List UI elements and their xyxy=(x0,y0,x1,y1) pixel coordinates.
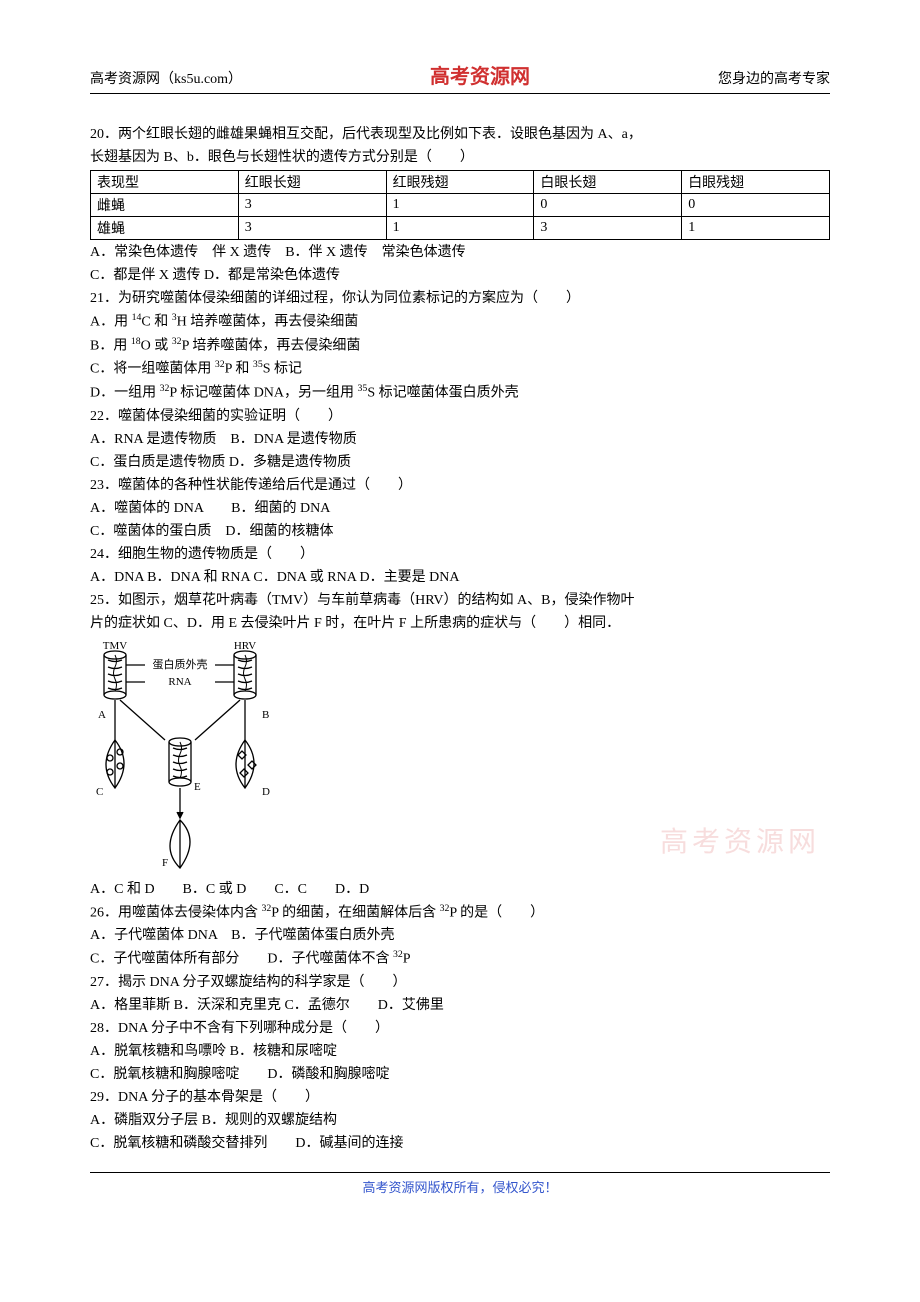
watermark-text: 高考资源网 xyxy=(660,820,820,860)
table-cell: 雌蝇 xyxy=(91,194,239,217)
svg-text:B: B xyxy=(262,709,269,721)
q28-stem: 28．DNA 分子中不含有下列哪种成分是（ ） xyxy=(90,1018,830,1039)
virus-diagram: TMV HRV 蛋白质外壳 RNA A B C D E F xyxy=(90,640,290,870)
q20-opt-ab: A．常染色体遗传 伴 X 遗传 B．伴 X 遗传 常染色体遗传 xyxy=(90,242,830,263)
table-cell: 3 xyxy=(238,217,386,240)
q21-stem: 21．为研究噬菌体侵染细菌的详细过程，你认为同位素标记的方案应为（ ） xyxy=(90,288,830,309)
q25-opts: A．C 和 D B．C 或 D C．C D．D xyxy=(90,879,830,900)
table-header: 白眼长翅 xyxy=(534,171,682,194)
svg-text:C: C xyxy=(96,786,103,798)
svg-text:D: D xyxy=(262,786,270,798)
table-cell: 1 xyxy=(682,217,830,240)
q20-line2: 长翅基因为 B、b．眼色与长翅性状的遗传方式分别是（ ） xyxy=(90,147,830,168)
q29-stem: 29．DNA 分子的基本骨架是（ ） xyxy=(90,1087,830,1108)
q28-opt-cd: C．脱氧核糖和胸腺嘧啶 D．磷酸和胸腺嘧啶 xyxy=(90,1064,830,1085)
q26-opt-ab: A．子代噬菌体 DNA B．子代噬菌体蛋白质外壳 xyxy=(90,925,830,946)
table-cell: 3 xyxy=(534,217,682,240)
q23-opt-ab: A．噬菌体的 DNA B．细菌的 DNA xyxy=(90,498,830,519)
header-right: 您身边的高考专家 xyxy=(718,68,830,88)
svg-text:E: E xyxy=(194,781,201,793)
table-header: 红眼残翅 xyxy=(386,171,534,194)
q23-opt-cd: C．噬菌体的蛋白质 D．细菌的核糖体 xyxy=(90,521,830,542)
svg-text:A: A xyxy=(98,709,106,721)
q20-line1: 20．两个红眼长翅的雌雄果蝇相互交配，后代表现型及比例如下表．设眼色基因为 A、… xyxy=(90,124,830,145)
q21-opt-c: C．将一组噬菌体用 32P 和 35S 标记 xyxy=(90,358,830,380)
table-cell: 0 xyxy=(534,194,682,217)
table-cell: 1 xyxy=(386,217,534,240)
q27-opts: A．格里菲斯 B．沃深和克里克 C．孟德尔 D．艾佛里 xyxy=(90,995,830,1016)
svg-text:蛋白质外壳: 蛋白质外壳 xyxy=(153,657,208,671)
q29-opt-ab: A．磷脂双分子层 B．规则的双螺旋结构 xyxy=(90,1110,830,1131)
q25-line1: 25．如图示，烟草花叶病毒（TMV）与车前草病毒（HRV）的结构如 A、B，侵染… xyxy=(90,590,830,611)
page-header: 高考资源网（ks5u.com） 高考资源网 您身边的高考专家 xyxy=(90,60,830,94)
q24-stem: 24．细胞生物的遗传物质是（ ） xyxy=(90,544,830,565)
table-cell: 雄蝇 xyxy=(91,217,239,240)
table-cell: 3 xyxy=(238,194,386,217)
header-left: 高考资源网（ks5u.com） xyxy=(90,68,242,88)
page-footer: 高考资源网版权所有，侵权必究！ xyxy=(90,1172,830,1196)
q29-opt-cd: C．脱氧核糖和磷酸交替排列 D．碱基间的连接 xyxy=(90,1133,830,1154)
table-header: 白眼残翅 xyxy=(682,171,830,194)
q22-stem: 22．噬菌体侵染细菌的实验证明（ ） xyxy=(90,406,830,427)
q21-opt-b: B．用 18O 或 32P 培养噬菌体，再去侵染细菌 xyxy=(90,335,830,357)
table-cell: 0 xyxy=(682,194,830,217)
q20-opt-cd: C．都是伴 X 遗传 D．都是常染色体遗传 xyxy=(90,265,830,286)
q28-opt-ab: A．脱氧核糖和鸟嘌呤 B．核糖和尿嘧啶 xyxy=(90,1041,830,1062)
table-header: 红眼长翅 xyxy=(238,171,386,194)
header-center-logo: 高考资源网 xyxy=(430,60,530,89)
q25-line2: 片的症状如 C、D．用 E 去侵染叶片 F 时，在叶片 F 上所患病的症状与（ … xyxy=(90,613,830,634)
svg-text:RNA: RNA xyxy=(168,676,191,688)
svg-text:TMV: TMV xyxy=(103,640,128,652)
svg-text:HRV: HRV xyxy=(234,640,256,652)
q27-stem: 27．揭示 DNA 分子双螺旋结构的科学家是（ ） xyxy=(90,972,830,993)
q26-opt-cd: C．子代噬菌体所有部分 D．子代噬菌体不含 32P xyxy=(90,948,830,970)
q26-stem: 26．用噬菌体去侵染体内含 32P 的细菌，在细菌解体后含 32P 的是（ ） xyxy=(90,902,830,924)
svg-text:F: F xyxy=(162,857,168,869)
q23-stem: 23．噬菌体的各种性状能传递给后代是通过（ ） xyxy=(90,475,830,496)
q21-opt-d: D．一组用 32P 标记噬菌体 DNA，另一组用 35S 标记噬菌体蛋白质外壳 xyxy=(90,382,830,404)
table-header: 表现型 xyxy=(91,171,239,194)
q21-opt-a: A．用 14C 和 3H 培养噬菌体，再去侵染细菌 xyxy=(90,311,830,333)
q24-opts: A．DNA B．DNA 和 RNA C．DNA 或 RNA D．主要是 DNA xyxy=(90,567,830,588)
document-body: 20．两个红眼长翅的雌雄果蝇相互交配，后代表现型及比例如下表．设眼色基因为 A、… xyxy=(90,124,830,1154)
table-cell: 1 xyxy=(386,194,534,217)
q22-opt-cd: C．蛋白质是遗传物质 D．多糖是遗传物质 xyxy=(90,452,830,473)
q22-opt-ab: A．RNA 是遗传物质 B．DNA 是遗传物质 xyxy=(90,429,830,450)
q20-table: 表现型 红眼长翅 红眼残翅 白眼长翅 白眼残翅 雌蝇 3 1 0 0 雄蝇 3 … xyxy=(90,170,830,240)
